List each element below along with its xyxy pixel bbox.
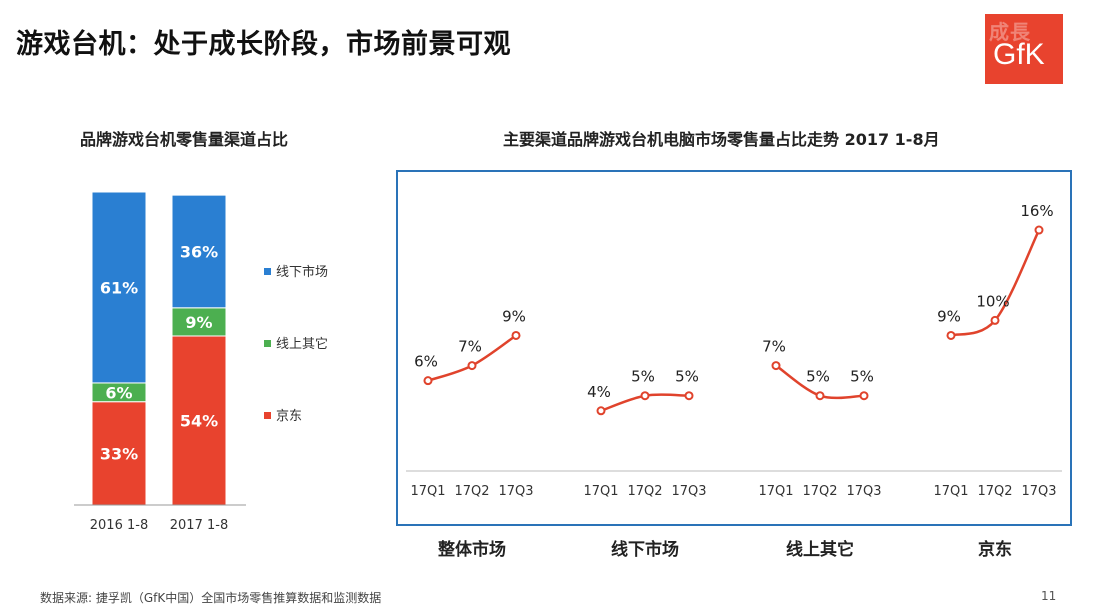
data-label: 10% bbox=[976, 292, 1009, 310]
x-tick-label: 17Q3 bbox=[671, 484, 706, 499]
data-label: 6% bbox=[414, 353, 438, 371]
data-point bbox=[423, 376, 433, 386]
data-point bbox=[596, 406, 606, 416]
bar-segment bbox=[91, 191, 147, 384]
data-label: 4% bbox=[587, 383, 611, 401]
category-label: 2016 1-8 bbox=[90, 518, 148, 533]
bar-segment bbox=[171, 194, 227, 309]
data-point bbox=[946, 330, 956, 340]
x-tick-label: 17Q3 bbox=[846, 484, 881, 499]
data-point bbox=[511, 330, 521, 340]
legend-label: 线上其它 bbox=[276, 336, 328, 352]
right-chart-title: 主要渠道品牌游戏台机电脑市场零售量占比走势 2017 1-8月 bbox=[503, 130, 940, 149]
data-label: 7% bbox=[762, 338, 786, 356]
data-point bbox=[990, 315, 1000, 325]
data-point bbox=[1034, 225, 1044, 235]
stacked-bar-chart: 33% 6% 61% 2016 1-8 54% 9% 36% 2017 1-8 线下市场线上其它… bbox=[74, 191, 328, 533]
x-tick-label: 17Q3 bbox=[1021, 484, 1056, 499]
data-label: 5% bbox=[850, 368, 874, 386]
data-point bbox=[859, 391, 869, 401]
x-tick-label: 17Q1 bbox=[933, 484, 968, 499]
page-title: 游戏台机：处于成长阶段，市场前景可观 bbox=[16, 29, 511, 60]
x-tick-label: 17Q2 bbox=[977, 484, 1012, 499]
data-label: 5% bbox=[806, 368, 830, 386]
gfk-logo: 成長 GfK bbox=[985, 14, 1063, 84]
x-tick-label: 17Q2 bbox=[627, 484, 662, 499]
data-point bbox=[640, 391, 650, 401]
bar-value-label: 36% bbox=[180, 242, 218, 261]
group-label: 线下市场 bbox=[611, 540, 679, 560]
group-label: 线上其它 bbox=[786, 540, 854, 560]
group-label: 整体市场 bbox=[438, 540, 506, 560]
legend-label: 线下市场 bbox=[276, 264, 328, 280]
data-point bbox=[815, 391, 825, 401]
bar-segment bbox=[91, 401, 147, 506]
data-source-note: 数据来源: 捷孚凯（GfK中国）全国市场零售推算数据和监测数据 bbox=[40, 591, 382, 605]
legend-swatch bbox=[264, 340, 271, 347]
data-point bbox=[684, 391, 694, 401]
group-label: 京东 bbox=[978, 540, 1012, 560]
data-label: 16% bbox=[1020, 202, 1053, 220]
legend-swatch bbox=[264, 412, 271, 419]
bar-value-label: 61% bbox=[100, 278, 138, 297]
bar-value-label: 9% bbox=[185, 313, 212, 332]
left-chart-title: 品牌游戏台机零售量渠道占比 bbox=[80, 130, 289, 149]
bar-value-label: 54% bbox=[180, 411, 218, 430]
line-chart-frame bbox=[396, 170, 1072, 526]
legend-label: 京东 bbox=[276, 409, 302, 424]
page-number: 11 bbox=[1041, 589, 1057, 603]
x-tick-label: 17Q3 bbox=[498, 484, 533, 499]
data-point bbox=[467, 361, 477, 371]
x-tick-label: 17Q1 bbox=[410, 484, 445, 499]
data-label: 5% bbox=[631, 368, 655, 386]
data-label: 9% bbox=[937, 307, 961, 325]
line-chart: 6% 7% 9% 17Q1 17Q2 17Q3 4% 5% 5% 17Q1 17Q2 17Q3 7% 5%… bbox=[406, 202, 1062, 499]
x-tick-label: 17Q2 bbox=[454, 484, 489, 499]
bar-value-label: 33% bbox=[100, 444, 138, 463]
x-tick-label: 17Q2 bbox=[802, 484, 837, 499]
data-label: 9% bbox=[502, 307, 526, 325]
legend-swatch bbox=[264, 268, 271, 275]
x-tick-label: 17Q1 bbox=[758, 484, 793, 499]
x-tick-label: 17Q1 bbox=[583, 484, 618, 499]
data-label: 7% bbox=[458, 338, 482, 356]
data-point bbox=[771, 361, 781, 371]
category-label: 2017 1-8 bbox=[170, 518, 228, 533]
logo-text: GfK bbox=[993, 38, 1045, 71]
bar-value-label: 6% bbox=[105, 383, 132, 402]
data-label: 5% bbox=[675, 368, 699, 386]
logo-watermark: 成長 bbox=[989, 22, 1031, 44]
